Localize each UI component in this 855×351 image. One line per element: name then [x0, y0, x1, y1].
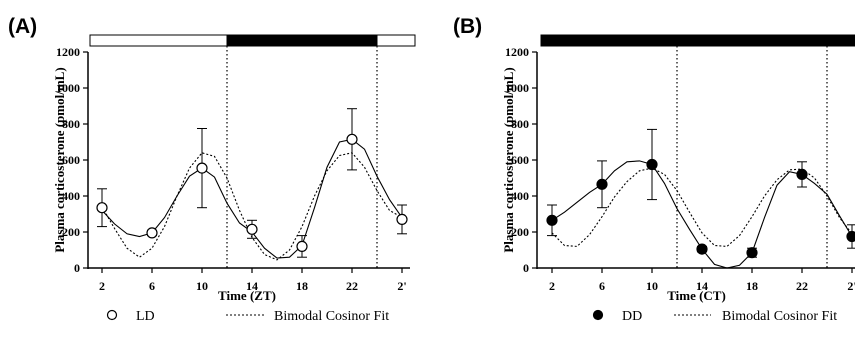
y-tick-label: 1000: [505, 81, 529, 95]
x-tick-label: 2': [847, 279, 855, 293]
x-axis-title: Time (CT): [667, 288, 726, 303]
legend-label: LD: [136, 309, 155, 324]
cosinor-fit-line: [101, 152, 403, 261]
legend-marker: [106, 309, 118, 321]
y-tick-label: 400: [62, 189, 80, 203]
y-tick-label: 800: [511, 117, 529, 131]
y-tick-label: 600: [62, 153, 80, 167]
x-tick-label: 14: [696, 279, 708, 293]
x-tick-label: 18: [746, 279, 758, 293]
y-tick-label: 200: [62, 225, 80, 239]
data-point: [146, 227, 158, 239]
cosinor-fit-line: [551, 167, 853, 247]
x-tick-label: 6: [149, 279, 155, 293]
x-tick-label: 18: [296, 279, 308, 293]
data-point: [646, 158, 658, 171]
panel-a: (A) 0 200 400 600 800 1000 1200 2 6 10 14 18 22 2' Time…: [8, 15, 416, 324]
x-tick-label: 22: [796, 279, 808, 293]
y-tick-label: 1200: [56, 45, 80, 59]
x-tick-label: 10: [646, 279, 658, 293]
y-tick-label: 1000: [56, 81, 80, 95]
trend-line: [101, 138, 403, 259]
y-axis-title: Plasma corticosterone (pmol/mL): [52, 67, 67, 252]
x-tick-label: 14: [246, 279, 258, 293]
data-point: [596, 178, 608, 190]
x-tick-label: 2: [549, 279, 555, 293]
data-point: [546, 214, 558, 226]
panel-label: (A): [8, 15, 37, 38]
data-point: [246, 223, 258, 235]
x-tick-label: 10: [196, 279, 208, 293]
data-point: [846, 230, 855, 243]
data-point: [296, 240, 308, 252]
phase-bar-light: [376, 34, 416, 47]
data-point: [796, 168, 808, 180]
y-tick-label: 0: [74, 261, 80, 275]
y-tick-label: 1200: [505, 45, 529, 59]
y-tick-label: 800: [62, 117, 80, 131]
x-tick-label: 2': [397, 279, 406, 293]
legend-label: DD: [622, 309, 642, 324]
data-point: [696, 243, 708, 255]
plot-area: [546, 128, 855, 269]
phase-bar-light: [89, 34, 228, 47]
legend: LD Bimodal Cosinor Fit: [106, 309, 389, 324]
y-axis-title: Plasma corticosterone (pmol/mL): [501, 67, 516, 252]
data-point: [96, 202, 108, 214]
data-point: [196, 162, 208, 174]
data-point: [346, 133, 358, 145]
panel-b: (B) 0 200 400 600 800 1000 1200 2 6 10 14 18 22 2' Time…: [453, 15, 855, 324]
y-tick-label: 200: [511, 225, 529, 239]
x-tick-label: 6: [599, 279, 605, 293]
data-point: [746, 247, 758, 259]
legend-fit-label: Bimodal Cosinor Fit: [274, 309, 389, 324]
y-tick-label: 0: [523, 261, 529, 275]
x-tick-label: 2: [99, 279, 105, 293]
x-axis-title: Time (ZT): [218, 288, 276, 303]
legend-fit-label: Bimodal Cosinor Fit: [722, 309, 837, 324]
legend: DD Bimodal Cosinor Fit: [592, 309, 837, 324]
plot-area: [96, 108, 408, 261]
x-tick-label: 22: [346, 279, 358, 293]
phase-bar-dark: [540, 34, 855, 47]
y-tick-label: 400: [511, 189, 529, 203]
phase-bar-dark: [226, 34, 378, 47]
panel-label: (B): [453, 15, 482, 38]
legend-marker: [592, 309, 604, 321]
data-point: [396, 213, 408, 225]
y-tick-label: 600: [511, 153, 529, 167]
